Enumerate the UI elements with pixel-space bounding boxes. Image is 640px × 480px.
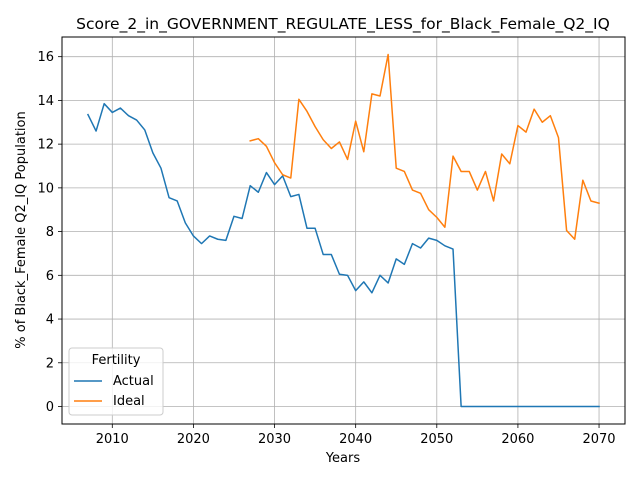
y-axis-label: % of Black_Female Q2_IQ Population (14, 111, 29, 348)
legend-label-actual: Actual (113, 374, 154, 389)
y-tick-label: 16 (37, 50, 54, 65)
x-tick-label: 2020 (177, 432, 210, 447)
legend-title: Fertility (92, 353, 141, 368)
x-tick-label: 2060 (501, 432, 534, 447)
legend: Fertility Actual Ideal (68, 347, 164, 416)
x-tick-label: 2010 (96, 432, 129, 447)
chart-title: Score_2_in_GOVERNMENT_REGULATE_LESS_for_… (76, 15, 610, 34)
grid (62, 37, 625, 424)
plot-area-frame (61, 36, 626, 425)
y-axis: 0 2 4 6 8 10 12 14 16 (37, 50, 62, 415)
y-tick-label: 0 (46, 400, 54, 415)
x-axis-label: Years (325, 451, 361, 466)
legend-box (68, 347, 164, 416)
series-lines (86, 53, 600, 408)
series-line-actual (86, 102, 600, 408)
x-tick-label: 2040 (339, 432, 372, 447)
series-line-ideal (249, 53, 600, 240)
x-tick-label: 2070 (582, 432, 615, 447)
legend-label-ideal: Ideal (113, 394, 145, 409)
y-tick-label: 4 (46, 313, 54, 328)
y-tick-label: 10 (37, 181, 54, 196)
x-tick-label: 2050 (420, 432, 453, 447)
y-tick-label: 2 (46, 356, 54, 371)
y-tick-label: 14 (37, 94, 54, 109)
y-tick-label: 6 (46, 269, 54, 284)
x-axis: 2010 2020 2030 2040 2050 2060 2070 (96, 424, 616, 447)
x-tick-label: 2030 (258, 432, 291, 447)
y-tick-label: 8 (46, 225, 54, 240)
y-tick-label: 12 (37, 138, 54, 153)
